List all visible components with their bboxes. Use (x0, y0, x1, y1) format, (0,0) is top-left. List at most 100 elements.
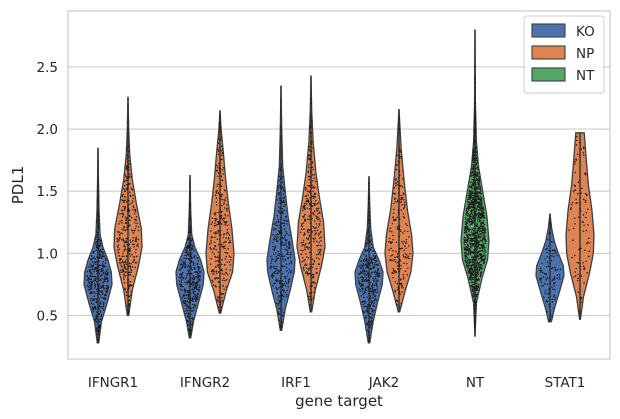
data-point (279, 207, 281, 209)
data-point (227, 232, 230, 234)
data-point (307, 257, 310, 259)
data-point (217, 223, 220, 225)
data-point (287, 251, 289, 254)
data-point (548, 292, 551, 295)
data-point (358, 288, 361, 290)
data-point (476, 190, 479, 193)
data-point (472, 278, 474, 281)
data-point (192, 309, 195, 312)
data-point (95, 244, 97, 247)
data-point (306, 230, 309, 233)
data-point (578, 216, 580, 218)
data-point (471, 190, 474, 193)
data-point (127, 281, 129, 284)
data-point (128, 248, 131, 251)
data-point (372, 277, 374, 279)
data-point (185, 254, 188, 257)
data-point (283, 190, 285, 192)
data-point (104, 276, 107, 279)
data-point (547, 245, 549, 247)
data-point (388, 241, 390, 243)
data-point (97, 198, 99, 201)
data-point (135, 248, 137, 251)
data-point (473, 173, 475, 176)
data-point (309, 186, 312, 188)
data-point (398, 176, 400, 179)
data-point (217, 232, 219, 234)
data-point (476, 230, 478, 232)
data-point (480, 271, 483, 273)
data-point (219, 217, 221, 220)
data-point (309, 272, 311, 275)
data-point (400, 282, 403, 285)
data-point (574, 185, 576, 187)
data-point (476, 159, 478, 162)
data-point (469, 261, 472, 264)
data-point (135, 215, 138, 218)
data-point (398, 263, 401, 266)
data-point (283, 311, 285, 314)
data-point (273, 248, 276, 250)
violin-np-ifngr1 (113, 96, 143, 317)
data-point (304, 263, 307, 265)
data-point (119, 269, 122, 271)
data-point (315, 215, 317, 217)
data-point (182, 295, 185, 297)
data-point (107, 271, 109, 274)
data-point (371, 246, 373, 248)
data-point (464, 227, 466, 230)
data-point (389, 241, 392, 243)
data-point (469, 276, 471, 279)
data-point (394, 290, 397, 293)
data-point (397, 268, 399, 270)
data-point (97, 291, 99, 293)
data-point (405, 247, 407, 249)
data-point (304, 213, 306, 216)
data-point (540, 267, 542, 270)
data-point (305, 271, 308, 273)
data-point (281, 186, 284, 188)
data-point (125, 228, 128, 231)
data-point (89, 274, 92, 277)
data-point (465, 249, 468, 252)
data-point (583, 224, 585, 227)
data-point (128, 160, 131, 162)
data-point (211, 221, 213, 223)
data-point (131, 243, 134, 246)
data-point (188, 280, 190, 282)
data-point (129, 273, 131, 276)
data-point (469, 205, 471, 208)
data-point (463, 246, 466, 249)
data-point (398, 161, 400, 164)
data-point (272, 248, 274, 251)
data-point (96, 246, 99, 248)
data-point (544, 289, 547, 292)
data-point (279, 227, 281, 229)
data-point (213, 253, 215, 255)
data-point (368, 188, 370, 191)
data-point (471, 183, 474, 186)
data-point (278, 296, 280, 298)
data-point (483, 258, 485, 261)
data-point (304, 189, 307, 191)
data-point (367, 312, 370, 314)
data-point (477, 264, 480, 266)
data-point (389, 237, 391, 240)
data-point (587, 237, 590, 240)
data-point (551, 315, 553, 318)
data-point (479, 233, 481, 236)
data-point (280, 110, 282, 113)
data-point (371, 310, 374, 312)
data-point (312, 186, 315, 188)
data-point (186, 299, 189, 302)
data-point (467, 272, 470, 274)
data-point (308, 207, 311, 210)
data-point (398, 170, 401, 172)
data-point (402, 212, 405, 215)
data-point (308, 267, 311, 269)
data-point (280, 293, 283, 296)
data-point (178, 280, 181, 282)
data-point (558, 276, 561, 279)
data-point (218, 255, 220, 257)
